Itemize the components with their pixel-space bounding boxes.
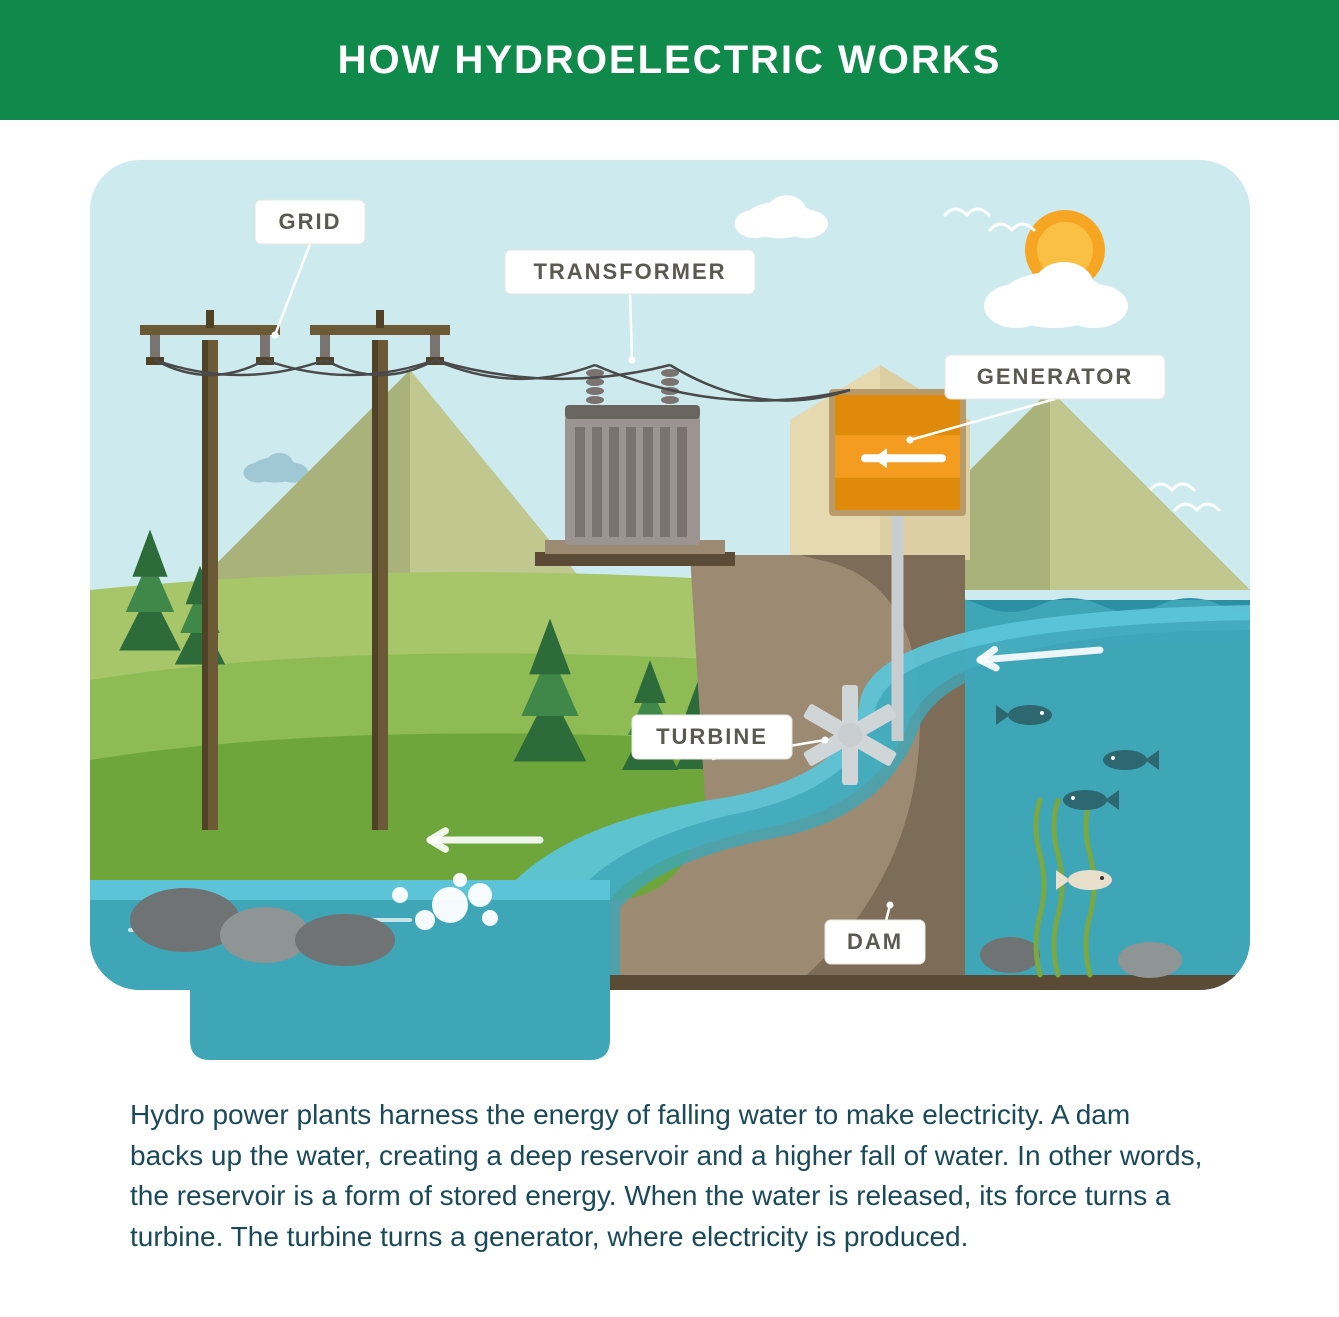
description-text: Hydro power plants harness the energy of… [0, 1075, 1339, 1317]
diagram-container: GRID TRANSFORMER GENERATOR TURBINE DAM [0, 120, 1339, 1075]
svg-text:TRANSFORMER: TRANSFORMER [533, 259, 726, 284]
header-bar: HOW HYDROELECTRIC WORKS [0, 0, 1339, 120]
svg-text:TURBINE: TURBINE [656, 724, 768, 749]
svg-text:DAM: DAM [847, 929, 903, 954]
hydroelectric-diagram: GRID TRANSFORMER GENERATOR TURBINE DAM [90, 160, 1250, 1060]
page: HOW HYDROELECTRIC WORKS GRIDTRANSFORMERG… [0, 0, 1339, 1317]
generator-icon [829, 389, 966, 516]
svg-text:GENERATOR: GENERATOR [977, 364, 1134, 389]
page-title: HOW HYDROELECTRIC WORKS [338, 38, 1002, 83]
svg-text:GRID: GRID [279, 209, 342, 234]
